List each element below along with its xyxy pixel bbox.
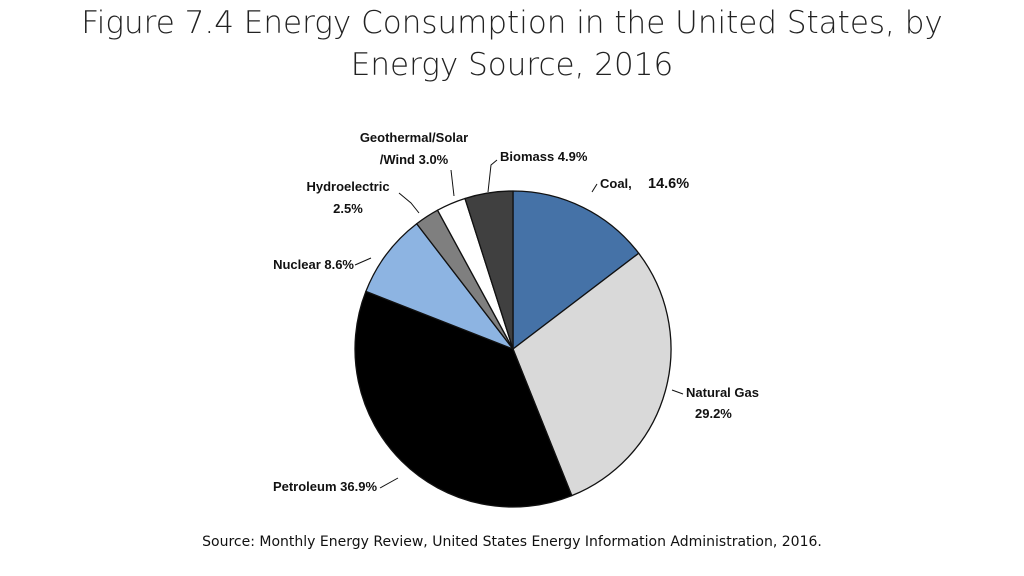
slice-label-coal-line-1: Coal, — [600, 176, 632, 191]
pie-slice-nuclear — [365, 223, 514, 350]
slice-label-natural-gas-line-2: 29.2% — [695, 406, 732, 421]
slice-label-hydroelectric-line-2: 2.5% — [333, 201, 363, 216]
leader-line-biomass — [487, 159, 498, 193]
leader-line-nuclear — [354, 257, 372, 266]
leader-line-natural-gas — [671, 389, 684, 395]
slice-label-geothermal-solar-wind-line-2: /Wind 3.0% — [380, 152, 449, 167]
pie-slice-natural-gas — [512, 252, 672, 497]
pie-slice-biomass — [464, 190, 514, 350]
pie-slice-coal — [512, 190, 640, 350]
leader-line-petroleum — [379, 477, 399, 489]
leader-line-coal — [591, 183, 598, 193]
slice-label-nuclear: Nuclear 8.6% — [273, 257, 354, 272]
source-note: Source: Monthly Energy Review, United St… — [202, 534, 822, 550]
slice-label-petroleum: Petroleum 36.9% — [273, 479, 377, 494]
slice-label-hydroelectric-line-1: Hydroelectric — [306, 179, 389, 194]
slide-title: Figure 7.4 Energy Consumption in the Uni… — [81, 5, 943, 83]
slice-label-coal-line-2: 14.6% — [648, 176, 689, 192]
slice-label-geothermal-solar-wind-line-1: Geothermal/Solar — [360, 130, 468, 145]
slice-labels: Coal, 14.6% Natural Gas 29.2% Petroleum 36.9… — [273, 130, 759, 494]
pie-slices — [354, 190, 672, 508]
slice-label-natural-gas-line-1: Natural Gas — [686, 385, 759, 400]
slice-label-biomass: Biomass 4.9% — [500, 149, 588, 164]
label-leader-lines — [354, 159, 684, 489]
pie-slice-petroleum — [354, 290, 573, 508]
leader-line-hydroelectric — [398, 192, 420, 214]
leader-line-geothermal-solar-wind — [450, 169, 455, 197]
